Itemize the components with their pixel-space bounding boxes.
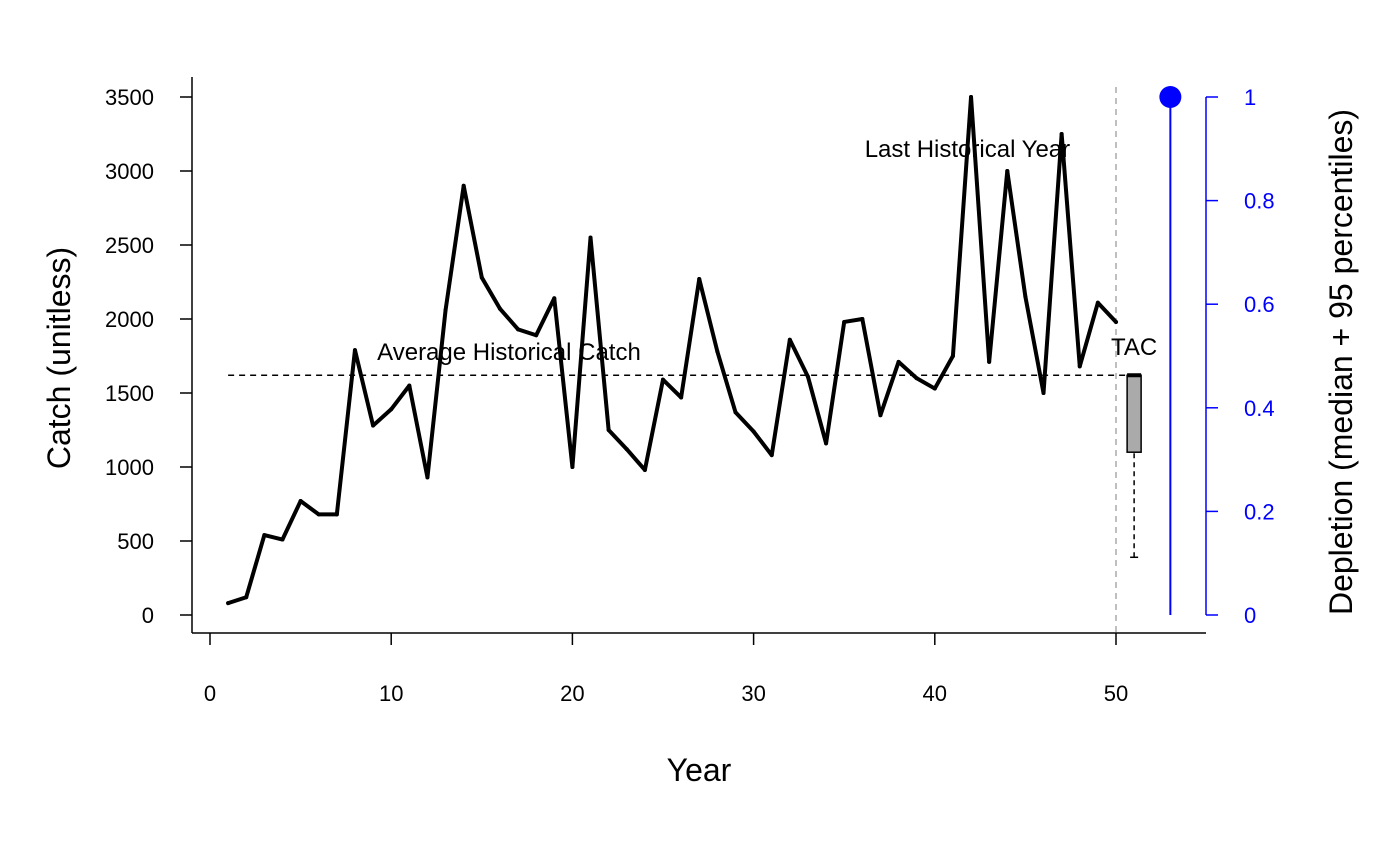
catch-point	[1077, 364, 1082, 369]
last-historical-year-label: Last Historical Year	[865, 136, 1070, 163]
x-tick-label: 0	[204, 681, 216, 706]
x-tick-label: 40	[923, 681, 947, 706]
catch-point	[642, 467, 647, 472]
catch-point	[371, 423, 376, 428]
tac-label: TAC	[1111, 334, 1157, 361]
catch-point	[570, 465, 575, 469]
catch-point	[479, 275, 484, 280]
catch-point	[860, 317, 865, 321]
catch-points	[226, 95, 1118, 606]
y2-tick-label: 0.8	[1244, 189, 1275, 214]
x-axis-title: Year	[667, 752, 732, 788]
catch-point	[661, 377, 665, 382]
left-axis: 0 500 1000 1500 2000 2500 3000 3500	[105, 77, 193, 633]
catch-point	[425, 475, 430, 480]
catch-point	[1005, 169, 1010, 173]
catch-point	[715, 349, 720, 354]
catch-point	[280, 537, 285, 542]
catch-point	[443, 308, 448, 313]
catch-point	[624, 447, 629, 452]
catch-point	[950, 354, 955, 358]
catch-point	[244, 595, 249, 600]
y2-ticks: 0 0.2 0.4 0.6 0.8 1	[1206, 85, 1275, 628]
catch-point	[1041, 391, 1046, 395]
right-axis: 0 0.2 0.4 0.6 0.8 1	[1205, 85, 1275, 628]
catch-point	[751, 429, 756, 434]
catch-point	[878, 413, 883, 418]
y-tick-label: 3500	[105, 85, 154, 110]
catch-point	[606, 428, 611, 432]
catch-point	[769, 453, 774, 458]
catch-point	[552, 296, 557, 301]
catch-point	[932, 386, 937, 391]
catch-point	[896, 359, 901, 364]
y2-axis-title: Depletion (median + 95 percentiles)	[1323, 109, 1359, 615]
catch-point	[914, 376, 919, 381]
tac-box	[1126, 374, 1142, 453]
catch-point	[262, 533, 267, 538]
catch-series-line	[226, 95, 1118, 606]
catch-point	[824, 441, 829, 446]
catch-point	[352, 348, 357, 353]
catch-point	[298, 499, 303, 504]
y-axis-title: Catch (unitless)	[41, 247, 77, 469]
x-tick-label: 20	[560, 681, 584, 706]
y2-tick-label: 0.4	[1244, 396, 1275, 421]
catch-point	[1114, 319, 1118, 324]
catch-point	[697, 277, 702, 282]
y-tick-label: 0	[142, 603, 154, 628]
x-tick-label: 10	[379, 681, 403, 706]
y-tick-label: 500	[117, 529, 154, 554]
catch-point	[389, 407, 394, 412]
catch-point	[497, 306, 502, 311]
catch-point	[1095, 300, 1100, 305]
y2-tick-label: 0	[1244, 603, 1256, 628]
x-tick-label: 50	[1104, 681, 1128, 706]
average-catch-label: Average Historical Catch	[377, 339, 641, 366]
tac-boxplot	[1126, 373, 1142, 559]
y-tick-label: 2500	[105, 233, 154, 258]
catch-point	[1023, 294, 1028, 299]
catch-point	[461, 183, 466, 188]
y-tick-label: 1500	[105, 381, 154, 406]
depletion-median-point	[1159, 86, 1182, 108]
catch-point	[733, 410, 738, 415]
bottom-axis: 0 10 20 30 40 50	[192, 632, 1206, 706]
catch-point	[787, 337, 792, 342]
catch-point	[226, 601, 231, 606]
y-tick-label: 2000	[105, 307, 154, 332]
y-ticks: 0 500 1000 1500 2000 2500 3000 3500	[105, 85, 192, 628]
y2-tick-label: 0.2	[1244, 499, 1275, 524]
catch-point	[316, 512, 321, 517]
catch-point	[534, 333, 539, 338]
catch-point	[805, 374, 810, 379]
depletion-marker	[1159, 86, 1182, 615]
y2-tick-label: 1	[1244, 85, 1256, 110]
catch-point	[407, 383, 412, 388]
catch-point	[987, 359, 992, 364]
catch-point	[842, 319, 847, 324]
y-tick-label: 3000	[105, 159, 154, 184]
catch-point	[1059, 132, 1064, 136]
catch-point	[334, 512, 339, 517]
catch-point	[969, 95, 974, 99]
x-tick-label: 30	[741, 681, 765, 706]
catch-point	[516, 327, 521, 332]
x-ticks: 0 10 20 30 40 50	[204, 633, 1128, 706]
catch-point	[588, 235, 593, 240]
y-tick-label: 1000	[105, 455, 154, 480]
y2-tick-label: 0.6	[1244, 292, 1275, 317]
catch-point	[679, 395, 684, 400]
